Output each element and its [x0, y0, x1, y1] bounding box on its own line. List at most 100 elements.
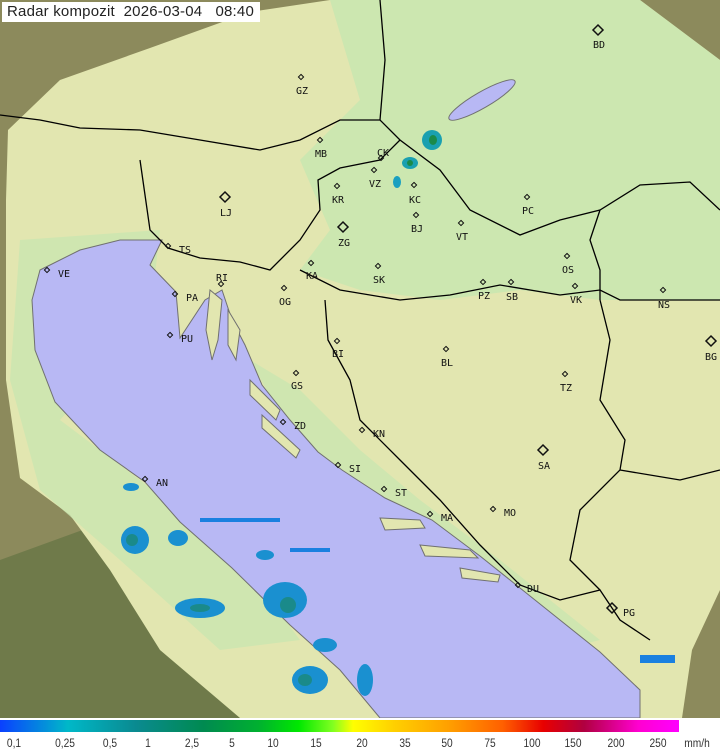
- radar-echoes: [121, 130, 675, 696]
- legend-tick: 100: [523, 736, 541, 750]
- legend-color-scale: [0, 720, 679, 732]
- legend-tick: 10: [267, 736, 279, 750]
- city-marker-icon: [217, 280, 225, 288]
- legend-tick: 2,5: [184, 736, 200, 750]
- title-time: 08:40: [215, 3, 254, 20]
- city-marker-icon: [507, 278, 515, 286]
- city-label-lj: LJ: [220, 208, 232, 219]
- city-marker-icon: [442, 345, 450, 353]
- city-marker-icon: [380, 485, 388, 493]
- city-marker-icon: [410, 181, 418, 189]
- legend-tick: 35: [399, 736, 411, 750]
- city-label-ts: TS: [179, 245, 191, 256]
- city-marker-icon: [43, 266, 51, 274]
- precipitation-legend: 0,1 0,25 0,5 1 2,5 5 10 15 20 35 50 75 100 150 200 250 m…: [0, 718, 720, 751]
- city-label-gs: GS: [291, 381, 303, 392]
- city-marker-icon: [563, 252, 571, 260]
- city-label-du: DU: [527, 584, 539, 595]
- city-marker-icon: [141, 475, 149, 483]
- city-marker-icon: [171, 290, 179, 298]
- legend-tick: 20: [356, 736, 368, 750]
- city-marker-icon: [457, 219, 465, 227]
- city-marker-icon: [374, 262, 382, 270]
- city-marker-icon: [336, 220, 350, 234]
- city-label-si: SI: [349, 464, 361, 475]
- legend-tick: 15: [310, 736, 322, 750]
- city-marker-icon: [292, 369, 300, 377]
- city-marker-icon: [704, 334, 718, 348]
- city-marker-icon: [561, 370, 569, 378]
- city-label-ma: MA: [441, 513, 453, 524]
- city-marker-icon: [297, 73, 305, 81]
- city-label-vt: VT: [456, 232, 468, 243]
- city-label-vk: VK: [570, 295, 582, 306]
- city-label-sk: SK: [373, 275, 385, 286]
- city-marker-icon: [426, 510, 434, 518]
- city-label-kr: KR: [332, 195, 345, 206]
- legend-tick: 50: [441, 736, 453, 750]
- legend-tick: 0,1: [6, 736, 22, 750]
- legend-tick: 75: [484, 736, 496, 750]
- city-label-ve: VE: [58, 269, 70, 280]
- lake-balaton: [448, 79, 516, 121]
- city-label-zd: ZD: [294, 421, 306, 432]
- legend-tick: 200: [607, 736, 625, 750]
- pannonian-lowland: [300, 0, 720, 300]
- city-marker-icon: [571, 282, 579, 290]
- city-marker-icon: [536, 443, 550, 457]
- city-label-bj: BJ: [411, 224, 423, 235]
- city-label-og: OG: [279, 297, 291, 308]
- legend-tick: 250: [649, 736, 667, 750]
- city-label-st: ST: [395, 488, 407, 499]
- legend-tick: 5: [229, 736, 235, 750]
- city-label-os: OS: [562, 265, 574, 276]
- legend-tick: 1: [145, 736, 151, 750]
- city-marker-icon: [514, 581, 522, 589]
- city-label-mb: MB: [315, 149, 327, 160]
- city-marker-icon: [479, 278, 487, 286]
- city-label-gz: GZ: [296, 86, 308, 97]
- islands: [205, 289, 501, 583]
- city-marker-icon: [166, 331, 174, 339]
- city-marker-icon: [591, 23, 605, 37]
- map-title: Radar kompozit 2026-03-04 08:40: [2, 2, 260, 22]
- city-label-ns: NS: [658, 300, 670, 311]
- city-marker-icon: [412, 211, 420, 219]
- radar-map[interactable]: BD GZ MB CK VZ KR KC LJ ZG BJ VT PC TS VE RI KA SK OS PA OG…: [0, 0, 720, 718]
- city-marker-icon: [307, 259, 315, 267]
- city-label-pc: PC: [522, 206, 534, 217]
- city-label-kc: KC: [409, 195, 421, 206]
- city-label-bi: BI: [332, 349, 344, 360]
- city-label-kn: KN: [373, 429, 385, 440]
- city-label-tz: TZ: [560, 383, 572, 394]
- city-label-bl: BL: [441, 358, 453, 369]
- legend-tick: 150: [564, 736, 582, 750]
- city-marker-icon: [659, 286, 667, 294]
- city-label-zg: ZG: [338, 238, 350, 249]
- city-marker-icon: [280, 284, 288, 292]
- city-label-pa: PA: [186, 293, 198, 304]
- city-label-pz: PZ: [478, 291, 490, 302]
- city-label-bd: BD: [593, 40, 605, 51]
- legend-unit: mm/h: [684, 736, 710, 750]
- city-marker-icon: [605, 601, 619, 615]
- city-label-vz: VZ: [369, 179, 381, 190]
- title-date: 2026-03-04: [123, 3, 203, 20]
- city-marker-icon: [333, 337, 341, 345]
- city-marker-icon: [164, 242, 172, 250]
- city-marker-icon: [334, 461, 342, 469]
- city-marker-icon: [377, 154, 385, 162]
- city-marker-icon: [358, 426, 366, 434]
- city-marker-icon: [523, 193, 531, 201]
- city-label-ri: RI: [216, 273, 228, 284]
- city-label-ck: CK: [377, 148, 389, 159]
- city-marker-icon: [489, 505, 497, 513]
- city-marker-icon: [218, 190, 232, 204]
- city-label-bg: BG: [705, 352, 717, 363]
- city-label-mo: MO: [504, 508, 516, 519]
- city-marker-icon: [316, 136, 324, 144]
- city-markers: BD GZ MB CK VZ KR KC LJ ZG BJ VT PC TS VE RI KA SK OS PA OG…: [43, 23, 718, 619]
- country-borders: [0, 0, 720, 641]
- city-label-sb: SB: [506, 292, 518, 303]
- city-marker-icon: [279, 418, 287, 426]
